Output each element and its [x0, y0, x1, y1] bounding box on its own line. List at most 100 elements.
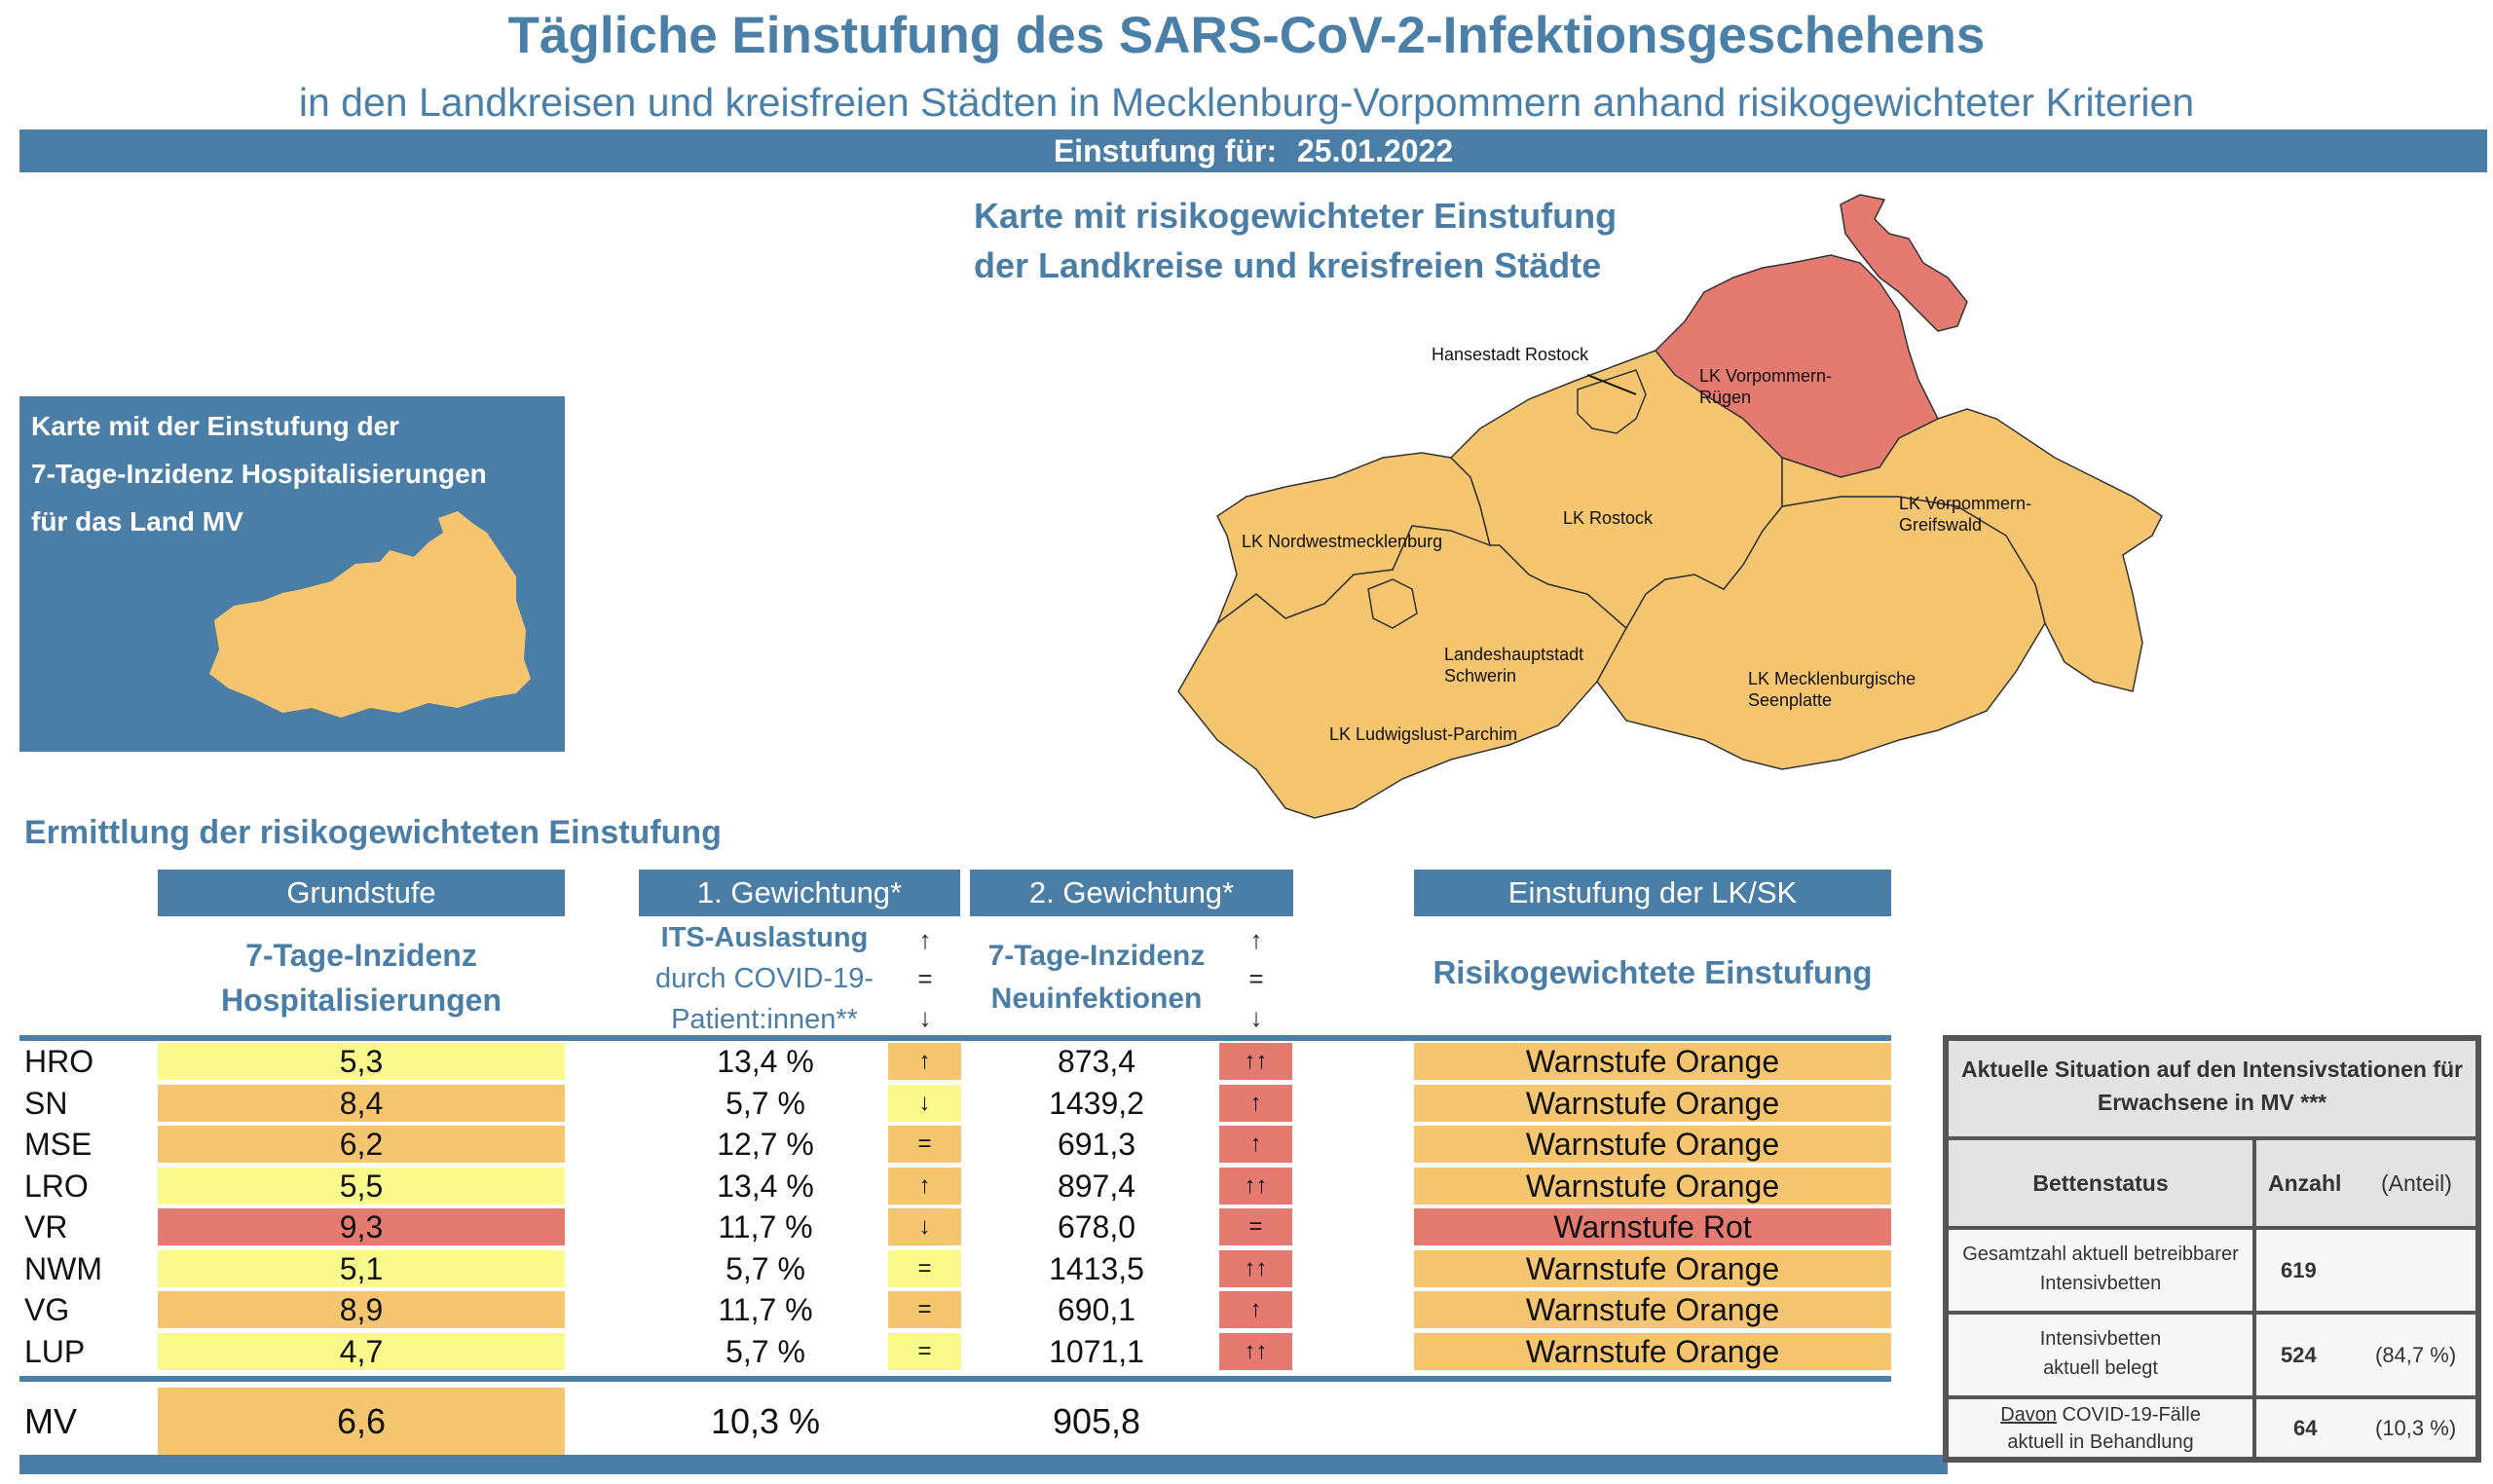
label-hro: Hansestadt Rostock	[1432, 345, 1589, 364]
row-risk-level: Warnstufe Orange	[1414, 1167, 1891, 1205]
label-mse-1: LK Mecklenburgische	[1748, 669, 1916, 688]
row-its-load: 5,7 %	[726, 1085, 805, 1121]
table-row: SN 8,4 5,7 % ↓ 1439,2 ↑ Warnstufe Orange	[0, 1084, 2493, 1122]
label-nwm: LK Nordwestmecklenburg	[1242, 532, 1442, 551]
row-risk-level: Warnstufe Orange	[1414, 1043, 1891, 1080]
row-abbr: VG	[24, 1292, 70, 1327]
row-hosp-incidence: 8,9	[158, 1291, 565, 1328]
arrow-up-icon: ↑	[1249, 925, 1263, 954]
table-row: HRO 5,3 13,4 % ↑ 873,4 ↑↑ Warnstufe Orange	[0, 1043, 2493, 1080]
icu-status-box: Aktuelle Situation auf den Intensivstati…	[1943, 1035, 2481, 1463]
icu-row1-label: Gesamtzahl aktuell betreibbarer Intensiv…	[1949, 1230, 2252, 1311]
row-abbr: LRO	[24, 1168, 89, 1204]
subheader-its-line3: Patient:innen**	[671, 1004, 858, 1035]
row-abbr: VR	[24, 1209, 68, 1244]
row-hosp-incidence: 5,1	[158, 1249, 565, 1287]
icu-row1-label-line2: Intensivbetten	[2039, 1273, 2162, 1294]
row-incidence-trend: ↑	[1219, 1291, 1292, 1328]
row-hosp-incidence: 6,2	[158, 1126, 565, 1163]
label-vr-2: Rügen	[1699, 388, 1751, 407]
header-einstufung: Einstufung der LK/SK	[1414, 870, 1891, 916]
table-row: LRO 5,5 13,4 % ↑ 897,4 ↑↑ Warnstufe Orange	[0, 1167, 2493, 1205]
icu-row1-label-line1: Gesamtzahl aktuell betreibbarer	[1962, 1243, 2239, 1265]
row-risk-level: Warnstufe Orange	[1414, 1126, 1891, 1163]
page-title: Tägliche Einstufung des SARS-CoV-2-Infek…	[507, 7, 1986, 64]
map-title: Karte mit risikogewichteter Einstufung d…	[974, 191, 1617, 290]
icu-row2-label: Intensivbetten aktuell belegt	[1949, 1315, 2252, 1395]
icu-row3-label-line1: COVID-19-Fälle	[2057, 1404, 2201, 1426]
arrow-up-icon: ↑	[918, 925, 932, 954]
subheader-its-line1: ITS-Auslastung	[660, 922, 869, 953]
label-sn-1: Landeshauptstadt	[1444, 645, 1583, 664]
header-gewichtung1: 1. Gewichtung*	[639, 870, 960, 916]
row-its-load: 13,4 %	[717, 1168, 814, 1204]
region-vr	[1654, 194, 1968, 478]
row-hosp-incidence: 9,3	[158, 1208, 565, 1245]
row-hosp-incidence: 5,3	[158, 1043, 565, 1080]
icu-row3-count: 64	[2293, 1416, 2318, 1440]
region-hro	[1577, 369, 1647, 434]
row-hosp-incidence: 8,4	[158, 1084, 565, 1122]
table-row: NWM 5,1 5,7 % = 1413,5 ↑↑ Warnstufe Orange	[0, 1249, 2493, 1287]
icu-row1-count: 619	[2281, 1258, 2317, 1282]
row-its-trend: ↑	[888, 1167, 961, 1205]
row-abbr: NWM	[24, 1250, 102, 1286]
subheader-inz-line1: 7-Tage-Inzidenz	[987, 940, 1206, 972]
map-title-line2: der Landkreise und kreisfreien Städte	[974, 245, 1602, 285]
arrow-equal-icon: =	[1248, 964, 1264, 993]
hro-leader-line	[1586, 374, 1637, 395]
row-its-trend: =	[888, 1332, 961, 1370]
table-row: MSE 6,2 12,7 % = 691,3 ↑ Warnstufe Orange	[0, 1126, 2493, 1163]
icu-col-status: Bettenstatus	[1949, 1140, 2252, 1226]
icu-row2-values: 524 (84,7 %)	[2256, 1315, 2475, 1395]
row-its-trend: =	[888, 1291, 961, 1328]
row-hosp-incidence: 4,7	[158, 1332, 565, 1370]
total-hosp: 6,6	[158, 1388, 565, 1456]
row-its-load: 13,4 %	[717, 1044, 814, 1079]
arrow-down-icon: ↓	[918, 1003, 932, 1032]
icu-row1-values: 619	[2256, 1230, 2475, 1311]
page-subtitle: in den Landkreisen und kreisfreien Städt…	[298, 80, 2195, 125]
map-title-line1: Karte mit risikogewichteter Einstufung	[974, 196, 1618, 236]
row-incidence-trend: ↑↑	[1219, 1249, 1292, 1287]
date-label: Einstufung für:	[1053, 133, 1278, 168]
subheader-incidence: 7-Tage-Inzidenz Neuinfektionen	[970, 935, 1223, 1020]
total-abbr: MV	[24, 1401, 77, 1441]
section-title: Ermittlung der risikogewichteten Einstuf…	[24, 814, 722, 851]
region-sn	[1367, 578, 1418, 629]
inz-arrow-legend: ↑ = ↓	[1237, 920, 1276, 1037]
icu-col-count-share: Anzahl (Anteil)	[2256, 1140, 2475, 1226]
row-abbr: LUP	[24, 1333, 86, 1369]
row-its-load: 11,7 %	[718, 1292, 813, 1327]
row-incidence-trend: ↑	[1219, 1084, 1292, 1122]
region-vg	[1781, 408, 2163, 692]
arrow-down-icon: ↓	[1249, 1003, 1263, 1032]
total-inz: 905,8	[1052, 1401, 1141, 1441]
header-gewichtung2: 2. Gewichtung*	[970, 870, 1293, 916]
subheader-risk: Risikogewichtete Einstufung	[1433, 954, 1873, 990]
row-risk-level: Warnstufe Orange	[1414, 1084, 1891, 1122]
date-band: Einstufung für: 25.01.2022	[19, 130, 2487, 172]
row-incidence: 678,0	[1057, 1209, 1136, 1244]
hosp-caption-line3: für das Land MV	[31, 506, 243, 537]
row-incidence: 1071,1	[1049, 1333, 1144, 1369]
row-its-load: 11,7 %	[718, 1209, 813, 1244]
label-vr-1: LK Vorpommern-	[1699, 366, 1832, 386]
row-its-trend: ↓	[888, 1084, 961, 1122]
region-risk-map: Hansestadt Rostock LK Vorpommern- Rügen …	[1177, 194, 2163, 819]
row-its-trend: ↑	[888, 1043, 961, 1080]
subheader-its: ITS-Auslastung durch COVID-19- Patient:i…	[623, 917, 906, 1040]
mv-hosp-map	[209, 511, 531, 718]
row-its-trend: ↓	[888, 1208, 961, 1245]
table-top-separator	[19, 1035, 1891, 1041]
row-risk-level: Warnstufe Orange	[1414, 1291, 1891, 1328]
table-row: VR 9,3 11,7 % ↓ 678,0 = Warnstufe Rot	[0, 1208, 2493, 1245]
row-abbr: SN	[24, 1085, 68, 1121]
row-incidence: 1439,2	[1049, 1085, 1144, 1121]
hosp-caption-line1: Karte mit der Einstufung der	[31, 411, 400, 441]
label-mse-2: Seenplatte	[1748, 690, 1832, 710]
row-incidence-trend: ↑↑	[1219, 1332, 1292, 1370]
region-lro	[1449, 350, 1783, 630]
row-incidence: 691,3	[1057, 1127, 1136, 1162]
header-grundstufe: Grundstufe	[158, 870, 565, 916]
